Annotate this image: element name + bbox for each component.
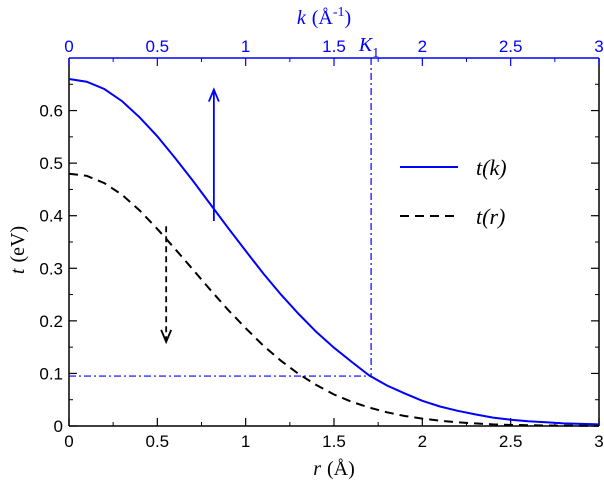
top-axis-label-close: )	[345, 7, 352, 29]
legend: t(k) t(r)	[400, 155, 507, 229]
bottom-axis-label-var: r	[313, 458, 321, 480]
bottom-tick-label: 2.5	[499, 432, 523, 451]
bottom-tick-label: 0.5	[146, 432, 170, 451]
left-tick-label: 0.4	[39, 207, 63, 226]
legend-label-tr: t(r)	[476, 204, 505, 229]
left-tick-label: 0.3	[39, 259, 63, 278]
arrow-down-head	[160, 329, 172, 345]
top-tick-label: 0	[64, 37, 73, 56]
top-tick-label: 0.5	[146, 37, 170, 56]
arrow-up-head	[208, 87, 220, 102]
top-axis-label-sup: -1	[333, 5, 345, 20]
top-axis-label-var: k	[297, 7, 307, 29]
top-tick-label: 1.5	[322, 37, 346, 56]
left-axis-label-var: t	[7, 268, 29, 274]
k1-label-sub: 1	[372, 46, 379, 61]
top-axis-label-unit: (Å	[312, 7, 334, 29]
left-tick-label: 0.5	[39, 154, 63, 173]
bottom-axis-label-unit: (Å)	[327, 458, 355, 480]
bottom-tick-label: 2	[418, 432, 427, 451]
top-tick-label: 2	[418, 37, 427, 56]
top-tick-label: 1	[241, 37, 250, 56]
left-tick-label: 0	[54, 417, 63, 436]
top-axis-label: k (Å-1)	[297, 5, 351, 29]
top-tick-label: 2.5	[499, 37, 523, 56]
bottom-tick-label: 0	[64, 432, 73, 451]
left-axis-label: t (eV)	[7, 226, 29, 274]
k1-label-main: K	[358, 34, 374, 56]
top-tick-label: 3	[594, 37, 603, 56]
bottom-tick-label: 1	[241, 432, 250, 451]
left-tick-label: 0.6	[39, 102, 63, 121]
bottom-tick-label: 3	[594, 432, 603, 451]
left-tick-label: 0.2	[39, 312, 63, 331]
series-line-tk	[68, 78, 600, 426]
legend-label-tk: t(k)	[476, 155, 507, 180]
series-line-tr	[68, 172, 600, 427]
left-axis-label-unit: (eV)	[7, 226, 29, 263]
left-tick-label: 0.1	[39, 364, 63, 383]
k1-label: K1	[358, 34, 379, 61]
bottom-tick-label: 1.5	[322, 432, 346, 451]
bottom-axis-label: r (Å)	[313, 458, 355, 480]
